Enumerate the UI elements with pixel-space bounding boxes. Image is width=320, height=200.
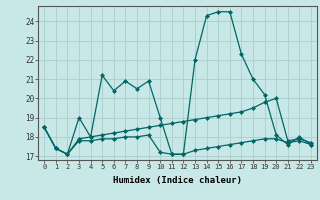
X-axis label: Humidex (Indice chaleur): Humidex (Indice chaleur)	[113, 176, 242, 185]
